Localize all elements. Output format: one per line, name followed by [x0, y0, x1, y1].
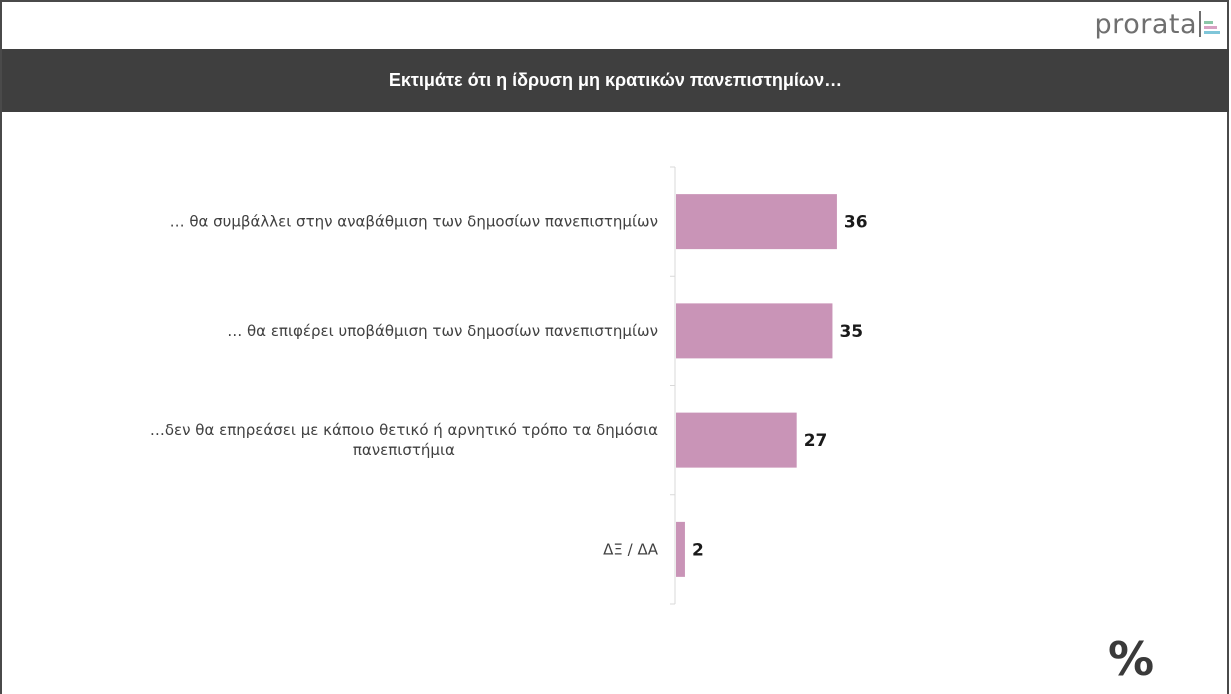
bar-2: [676, 412, 797, 468]
chart-title: Εκτιμάτε ότι η ίδρυση μη κρατικών πανεπι…: [388, 70, 843, 90]
category-label-1: … θα επιφέρει υποβάθμιση των δημοσίων πα…: [227, 322, 658, 340]
category-label-3: ΔΞ / ΔΑ: [603, 540, 659, 558]
category-label-line: πανεπιστήμια: [353, 441, 455, 459]
category-label-2: …δεν θα επηρεάσει με κάποιο θετικό ή αρν…: [150, 421, 658, 459]
category-label-0: … θα συμβάλλει στην αναβάθμιση των δημοσ…: [170, 213, 658, 231]
category-label-line: …δεν θα επηρεάσει με κάποιο θετικό ή αρν…: [150, 421, 658, 439]
logo-bars-icon: [1199, 9, 1221, 39]
data-label-3: 2: [692, 540, 704, 560]
data-label-1: 35: [839, 322, 863, 342]
prorata-logo: prorata: [1095, 8, 1221, 40]
logo-text: prorata: [1094, 8, 1197, 40]
title-bar: Εκτιμάτε ότι η ίδρυση μη κρατικών πανεπι…: [2, 49, 1229, 112]
category-label-line: … θα επιφέρει υποβάθμιση των δημοσίων πα…: [227, 322, 658, 340]
bar-0: [676, 194, 837, 250]
bar-3: [676, 521, 685, 577]
bar-1: [676, 303, 833, 359]
data-label-0: 36: [844, 213, 868, 233]
data-label-2: 27: [804, 431, 828, 451]
percent-unit-label: %: [1108, 632, 1155, 686]
category-label-line: … θα συμβάλλει στην αναβάθμιση των δημοσ…: [170, 213, 658, 231]
category-label-line: ΔΞ / ΔΑ: [603, 540, 659, 558]
